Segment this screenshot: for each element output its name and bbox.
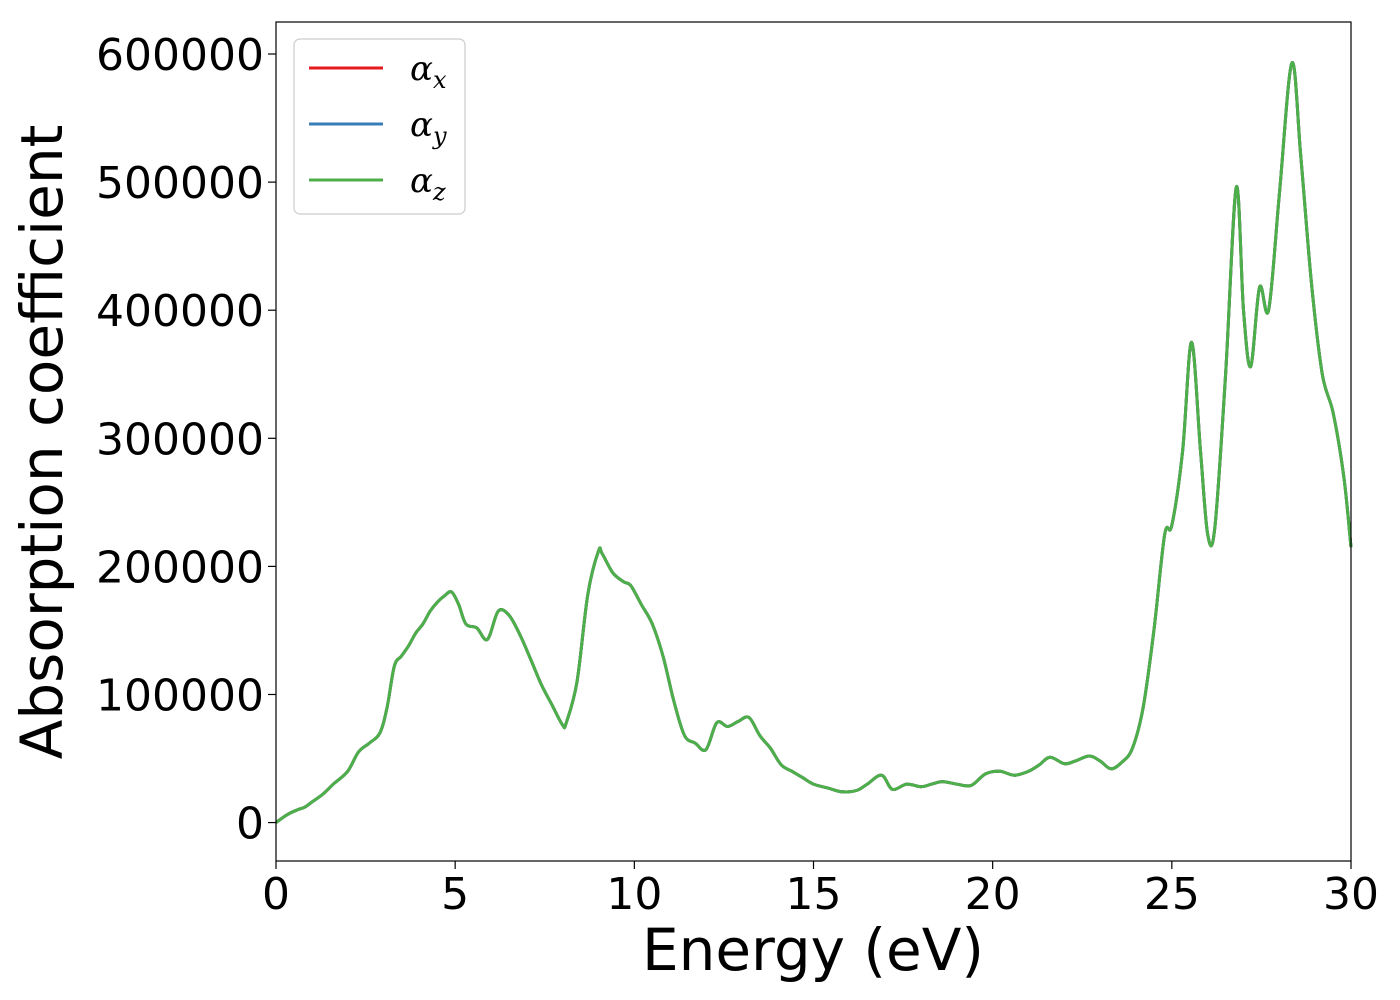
legend-label-alpha-z: αz: [410, 161, 446, 206]
y-tick-label: 400000: [96, 286, 264, 337]
x-tick-label: 20: [965, 869, 1021, 920]
legend: αx αy αz: [293, 38, 466, 215]
x-tick-label: 0: [262, 869, 290, 920]
legend-box: [293, 38, 466, 215]
y-tick-label: 300000: [96, 414, 264, 465]
y-tick-label: 500000: [96, 158, 264, 209]
x-axis-title: Energy (eV): [642, 916, 984, 984]
legend-label-alpha-x: αx: [410, 49, 447, 94]
plot-lines: [275, 61, 1353, 824]
series-line-alpha-z: [275, 61, 1353, 824]
x-tick-label: 25: [1144, 869, 1200, 920]
y-tick-label: 0: [236, 799, 264, 850]
y-tick-label: 200000: [96, 542, 264, 593]
x-axis-ticks: 0 5 10 15 20 25 30: [262, 861, 1379, 920]
x-tick-label: 30: [1323, 869, 1379, 920]
y-tick-label: 100000: [96, 670, 264, 721]
x-tick-label: 15: [786, 869, 842, 920]
legend-label-alpha-y: αy: [410, 105, 447, 150]
x-tick-label: 10: [606, 869, 662, 920]
y-axis-ticks: 0 100000 200000 300000 400000 500000 600000: [96, 30, 276, 850]
y-axis-title: Absorption coefficient: [8, 125, 76, 760]
x-tick-label: 5: [441, 869, 469, 920]
y-tick-label: 600000: [96, 30, 264, 81]
